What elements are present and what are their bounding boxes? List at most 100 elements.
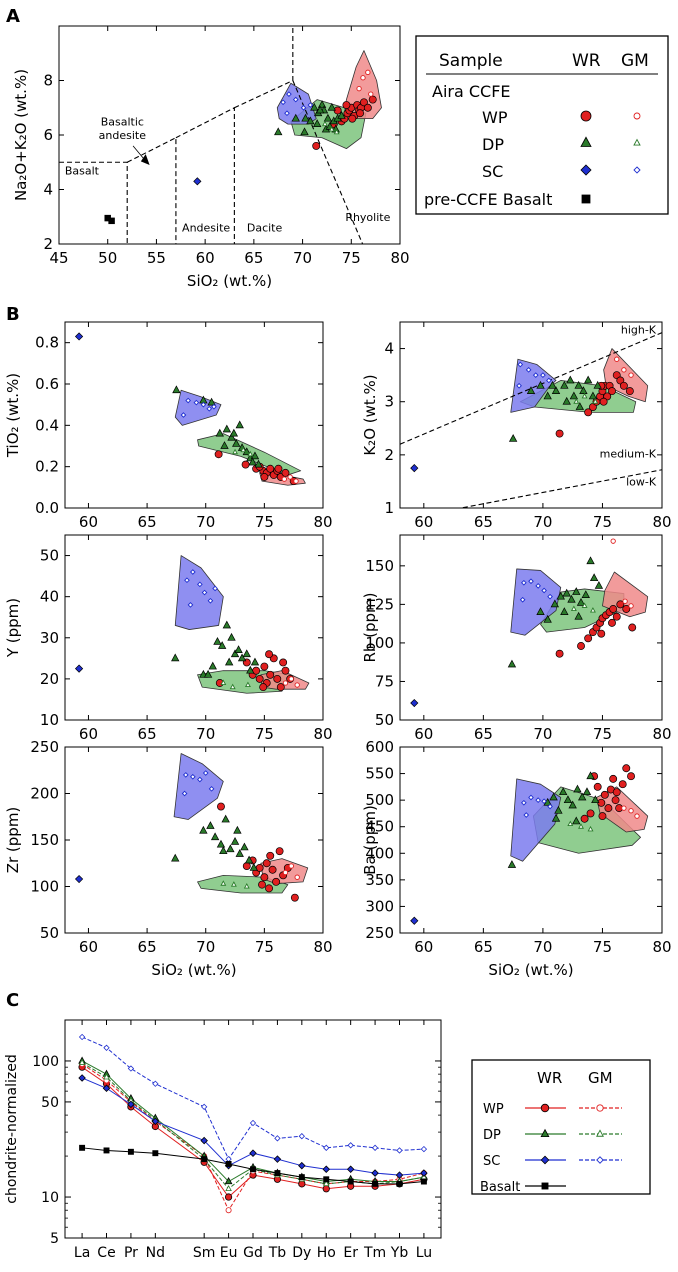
y-tick-label: 150 xyxy=(365,557,394,575)
data-point xyxy=(312,141,321,150)
y-tick-label: 8 xyxy=(43,72,53,90)
legend-c-frame xyxy=(471,1059,651,1195)
data-point xyxy=(216,839,226,848)
data-point xyxy=(200,401,207,408)
legend-a-col-wr: WR xyxy=(572,51,601,71)
data-point xyxy=(274,1170,281,1177)
legend-a-frame xyxy=(415,35,669,215)
data-point xyxy=(337,111,346,119)
data-point xyxy=(589,607,596,613)
data-point xyxy=(573,784,582,793)
data-point xyxy=(274,1135,281,1142)
data-point xyxy=(572,587,581,595)
data-point xyxy=(127,1148,134,1155)
plot-area xyxy=(78,1033,428,1214)
data-point xyxy=(583,375,593,384)
legend-a-row-basalt: pre-CCFE Basalt xyxy=(424,190,552,209)
series-wp-gm xyxy=(281,474,299,484)
y-axis-label: K₂O (wt.%) xyxy=(361,374,379,455)
data-point xyxy=(598,812,607,821)
data-point xyxy=(568,800,577,809)
series-dp-gm xyxy=(232,446,254,457)
data-point xyxy=(227,432,236,441)
data-point xyxy=(550,599,560,608)
data-point xyxy=(230,836,240,845)
data-point xyxy=(220,679,227,685)
field-label-arrowhead xyxy=(140,154,150,165)
data-point xyxy=(248,457,257,466)
data-point xyxy=(240,842,249,851)
series-line xyxy=(81,1066,425,1198)
x-axis-label: SiO₂ (wt.%) xyxy=(187,272,272,290)
series-dp-gm xyxy=(567,820,594,832)
data-point xyxy=(574,380,583,389)
data-point xyxy=(368,95,377,104)
data-point xyxy=(312,119,322,127)
x-tick-label: 70 xyxy=(196,725,215,743)
data-point xyxy=(217,802,225,811)
x-tick-label: 70 xyxy=(533,725,552,743)
x-tick-label: 45 xyxy=(49,249,68,267)
data-point xyxy=(193,399,200,406)
data-point xyxy=(226,844,235,853)
field-label-basaltic-andesite: Basaltic xyxy=(101,115,144,128)
y-tick-label: 5 xyxy=(50,1231,59,1247)
y-axis-label: Rb (ppm) xyxy=(361,592,379,662)
series-sc-gm xyxy=(280,91,314,117)
data-point xyxy=(628,623,637,632)
y-tick-label: 10 xyxy=(41,1190,59,1206)
series-sc-wr xyxy=(410,464,419,473)
data-point xyxy=(535,797,541,803)
data-point xyxy=(342,101,351,109)
series-basalt xyxy=(79,1144,427,1187)
x-tick-label: 65 xyxy=(138,513,157,531)
data-point xyxy=(556,591,565,600)
field-sc xyxy=(173,753,224,820)
data-point xyxy=(180,412,187,418)
data-point xyxy=(584,408,593,417)
data-point xyxy=(229,428,239,437)
data-point xyxy=(562,396,571,405)
data-point xyxy=(298,1133,305,1140)
series-sc-wr xyxy=(193,177,202,186)
data-point xyxy=(292,96,299,103)
data-point xyxy=(213,637,222,645)
plot-frame xyxy=(399,534,663,721)
x-tick-label: 50 xyxy=(98,249,117,267)
series-line xyxy=(81,1060,424,1183)
data-point xyxy=(74,874,84,884)
tas-boundary xyxy=(126,136,177,244)
series-sc-wr xyxy=(410,698,419,708)
data-point xyxy=(235,420,244,429)
data-point xyxy=(574,611,583,620)
data-point xyxy=(249,1149,257,1157)
x-tick-label-la: La xyxy=(74,1245,90,1261)
data-point xyxy=(260,662,269,671)
series-dp-wr xyxy=(274,100,346,136)
data-point xyxy=(360,75,366,81)
data-point xyxy=(103,1073,110,1080)
data-point xyxy=(576,597,586,606)
data-point xyxy=(523,812,530,818)
data-point xyxy=(187,602,194,608)
data-point xyxy=(621,805,627,811)
legend-a-marker-gm-sc xyxy=(633,166,641,174)
series-sc-gm xyxy=(78,1033,428,1163)
x-tick-label-tb: Tb xyxy=(268,1245,287,1261)
y-tick-label: 350 xyxy=(365,871,394,889)
data-point xyxy=(237,653,247,662)
field-sc xyxy=(174,555,224,630)
legend-c: WR GM WP DP SC Basalt xyxy=(471,1059,651,1195)
data-point xyxy=(266,670,275,679)
data-point xyxy=(281,476,287,482)
legend-c-row-wp: WP xyxy=(483,1102,504,1117)
data-point xyxy=(410,916,419,925)
data-point xyxy=(227,632,236,641)
data-point xyxy=(291,113,300,122)
data-point xyxy=(197,776,203,783)
data-point xyxy=(535,583,541,589)
x-tick-label: 75 xyxy=(342,249,361,267)
data-point xyxy=(560,607,569,615)
legend-a-row-sc: SC xyxy=(482,162,503,181)
data-point xyxy=(347,1178,354,1185)
